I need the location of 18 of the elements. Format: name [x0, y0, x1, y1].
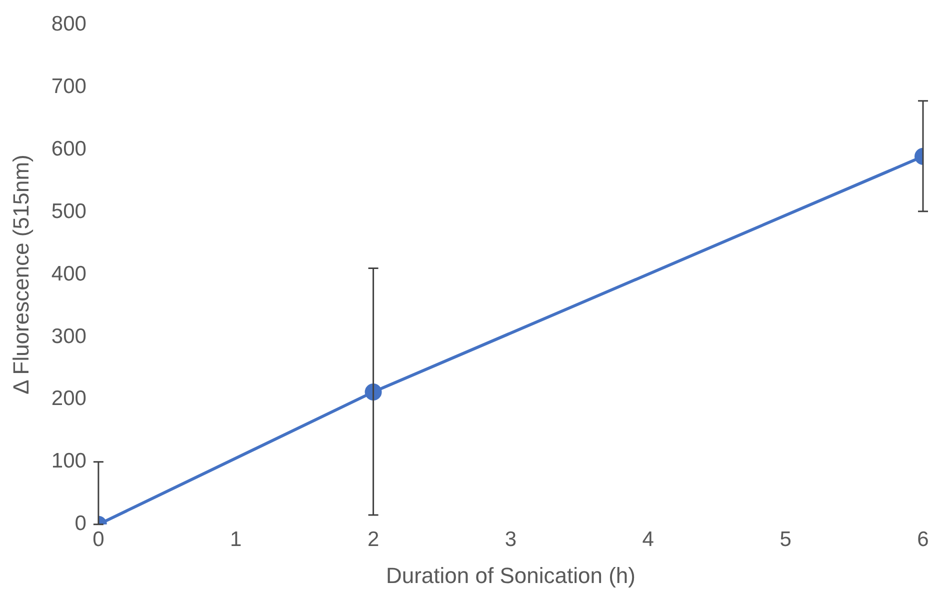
x-tick-label: 2: [367, 528, 380, 551]
x-axis-title: Duration of Sonication (h): [386, 562, 636, 588]
x-tick-label: 5: [780, 528, 792, 551]
y-tick-label: 500: [51, 200, 86, 223]
x-tick-label: 3: [504, 528, 517, 551]
x-tick-label: 4: [642, 528, 654, 551]
x-tick-label: 0: [92, 528, 104, 551]
y-tick-label: 300: [51, 324, 86, 348]
x-tick-label: 1: [230, 528, 242, 551]
x-tick-label: 6: [917, 528, 929, 551]
y-tick-label: 800: [51, 12, 86, 36]
y-tick-label: 200: [51, 387, 86, 410]
y-tick-label: 0: [74, 512, 86, 536]
y-axis-title: Δ Fluorescence (515nm): [8, 154, 34, 394]
y-tick-label: 600: [51, 137, 86, 160]
y-tick-label: 100: [51, 450, 86, 473]
y-tick-label: 700: [51, 74, 86, 98]
y-tick-label: 400: [51, 262, 86, 286]
